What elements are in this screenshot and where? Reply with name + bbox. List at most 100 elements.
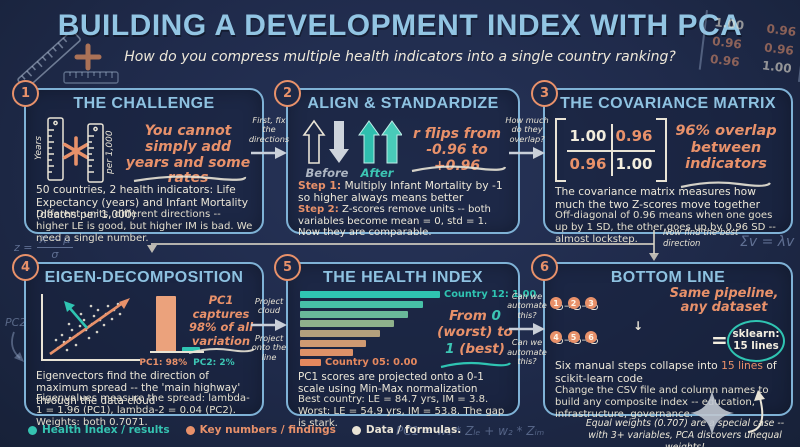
flow-step-normalize: 6Normalize <box>585 331 599 344</box>
sklearn-lines: 15 lines <box>733 340 779 352</box>
up-arrow-icon <box>358 120 380 164</box>
connector-1-2: First, fix the directions <box>245 115 293 162</box>
covariance-value: 0.96 <box>569 155 607 173</box>
index-bar <box>300 310 408 318</box>
panel-the-challenge: 1 THE CHALLENGE Years <box>12 80 264 244</box>
panel-title: THE HEALTH INDEX <box>323 269 483 286</box>
right-arrow-icon <box>509 323 545 336</box>
body-text: Six manual steps collapse into <box>555 359 722 372</box>
panel-number-badge: 1 <box>12 80 39 107</box>
legend-dot <box>185 425 195 435</box>
variance-bar-labels: PC1: 98% PC2: 2% <box>132 358 242 368</box>
underline-swoosh <box>411 165 507 173</box>
panel-body: Change the CSV file and column names to … <box>555 385 769 420</box>
connector-label: First, fix the directions <box>248 115 290 144</box>
flow-step-covariance: 3Covariance <box>585 297 599 310</box>
right-arrow-icon <box>251 318 287 331</box>
formula-denominator: σ <box>51 247 59 261</box>
connector-5-6: Can we automate this? Can we automate th… <box>503 291 551 367</box>
matrix-bracket <box>555 118 566 182</box>
flow-arrow-icon: → <box>564 302 572 312</box>
matrix-value: 0.96 <box>709 52 741 70</box>
asterisk-icon <box>62 136 90 166</box>
up-arrow-icon <box>381 120 402 164</box>
index-bar-row <box>300 319 440 329</box>
legend-label: Data / formulas. <box>365 424 462 436</box>
ruler-label-years: Years <box>34 136 44 160</box>
legend-item: Data / formulas. <box>351 424 462 436</box>
covariance-matrix: 1.00 0.96 0.96 1.00 <box>555 118 667 182</box>
equal-weights-footnote: Equal weights (0.707) are a special case… <box>578 418 792 447</box>
underline-swoosh <box>133 175 247 183</box>
page-subtitle: How do you compress multiple health indi… <box>124 49 676 65</box>
step-2-text: Z-scores remove units -- both variables … <box>298 204 491 239</box>
connector-label: Project cloud <box>254 296 284 316</box>
panel-body: PC1 scores are projected onto a 0-1 scal… <box>298 371 484 396</box>
panel-body: The covariance matrix measures how much … <box>555 185 760 211</box>
index-bar <box>300 339 366 347</box>
sklearn-oval-badge: sklearn: 15 lines <box>727 320 785 362</box>
underline-swoosh <box>680 181 771 189</box>
panel-body: Best country: LE = 84.7 yrs, IM = 3.8. W… <box>298 394 505 429</box>
country-score-label: Country 05: 0.00 <box>325 357 418 369</box>
ruler-plus-decoration <box>17 30 119 90</box>
rulers-illustration: Years per 1,000 <box>34 117 115 183</box>
panel-number-badge: 3 <box>531 80 558 107</box>
panel-covariance-matrix: 3 THE COVARIANCE MATRIX 1.00 0.96 0.96 1.00… <box>531 80 793 245</box>
index-bar-row <box>300 329 440 339</box>
flow-step-eigen: 4Eigen <box>550 331 563 344</box>
step-number-badge: 3 <box>585 297 598 309</box>
star-arrow-decoration <box>690 390 765 436</box>
page-title: BUILDING A DEVELOPMENT INDEX WITH PCA <box>57 9 743 42</box>
index-bar <box>300 349 354 357</box>
connector-label: Can we automate this? <box>507 337 547 367</box>
body-highlight: 15 lines <box>721 359 763 372</box>
index-bar-row <box>300 338 440 348</box>
step-1-text: Multiply Infant Mortality by -1 so highe… <box>298 179 503 205</box>
legend-dot <box>28 425 37 435</box>
curved-arrow-decoration <box>11 331 24 362</box>
flow-arrow-icon: → <box>581 302 590 312</box>
flow-line <box>151 243 654 246</box>
callout-best: (best) <box>459 340 505 357</box>
covariance-value: 1.00 <box>569 127 607 145</box>
footnote-line: with 3+ variables, PCA discovers unequal… <box>588 430 782 447</box>
callout-mid: (worst) to <box>437 324 513 341</box>
panel-body: 50 countries, 2 health indicators: Life … <box>36 183 249 222</box>
challenge-callout: You cannot simply add years and some rat… <box>125 123 251 187</box>
step-number-badge: 1 <box>550 297 562 309</box>
pc2-share-label: PC2: 2% <box>193 358 235 368</box>
panel-number-badge: 4 <box>12 254 39 281</box>
panel-title: EIGEN-DECOMPOSITION <box>44 269 244 286</box>
r-flips-callout: r flips from -0.96 to +0.96 <box>412 126 502 175</box>
plus-icon <box>74 43 102 71</box>
panel-body: Six manual steps collapse into 15 lines … <box>555 359 783 385</box>
index-bar-row <box>300 309 440 319</box>
panel-number-badge: 5 <box>274 254 301 281</box>
step-number-badge: 6 <box>585 331 598 343</box>
step-number-badge: 4 <box>550 331 562 343</box>
overlap-callout: 96% overlap between indicators <box>675 123 777 173</box>
index-bar-row <box>300 348 440 358</box>
step-2-label: Step 2: <box>298 204 339 215</box>
best-direction-label: Now find the best direction <box>663 228 739 249</box>
before-label: Before <box>305 166 349 180</box>
legend-item: Key numbers / findings <box>185 424 336 436</box>
matrix-bracket <box>656 118 667 182</box>
flow-step-score: 5Score <box>567 331 581 344</box>
step-number-badge: 5 <box>567 331 580 343</box>
panel-title: THE CHALLENGE <box>73 95 215 112</box>
panel-number-badge: 2 <box>274 80 301 107</box>
panel-eigen-decomposition: 4 EIGEN-DECOMPOSITION <box>12 254 264 428</box>
connector-4-5: Project cloud Project onto the line <box>245 296 293 362</box>
connector-label: How much do they overlap? <box>505 115 549 144</box>
panel-title: BOTTOM LINE <box>610 269 726 286</box>
panel-bottom-line: 6 BOTTOM LINE Same pipeline, any dataset… <box>531 254 793 420</box>
down-arrow-icon <box>329 121 349 163</box>
scale-callout: From 0 (worst) to 1 (best) <box>434 308 516 357</box>
down-arrowhead-icon <box>147 245 157 253</box>
sparkle-star-icon <box>690 390 734 436</box>
country-index-bar-chart: Country 12: 1.00 Country 05: 0.00 <box>300 289 536 369</box>
eigen-formula: Σv = λv <box>740 234 795 250</box>
